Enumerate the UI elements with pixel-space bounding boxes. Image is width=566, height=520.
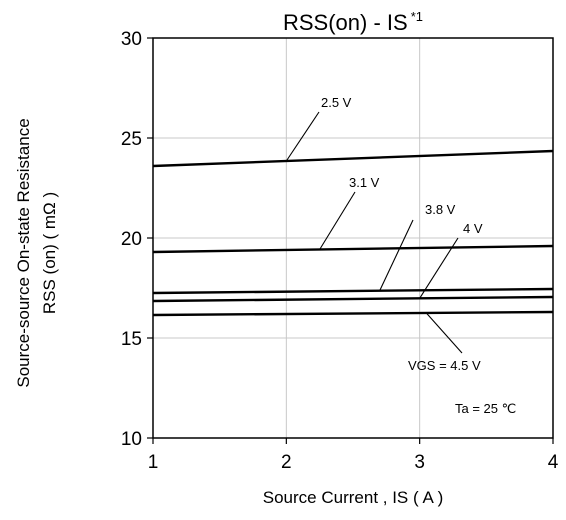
series-layer <box>152 149 554 317</box>
y-tick-label: 25 <box>121 129 142 150</box>
temperature-note: Ta = 25 ℃ <box>455 401 516 416</box>
y-tick-labels: 10 15 20 25 30 <box>121 29 153 450</box>
annotation-leader-1 <box>285 111 320 162</box>
series-label-3: 3.8 V <box>425 202 456 217</box>
x-tick-label: 1 <box>148 452 159 473</box>
x-tick-label: 2 <box>281 452 292 473</box>
series-line-5 <box>152 310 554 317</box>
chart-title-superscript: *1 <box>411 9 423 24</box>
annotation-leader-2 <box>319 191 356 250</box>
series-line-1 <box>152 149 554 168</box>
series-label-1: 2.5 V <box>321 95 352 110</box>
annotation-leader-3 <box>379 219 414 291</box>
series-line-3 <box>152 287 554 295</box>
grid-lines <box>153 38 553 438</box>
annotation-layer: 2.5 V 3.1 V 3.8 V 4 V VGS = 4.5 V <box>285 95 483 373</box>
chart-title: RSS(on) - IS *1 <box>283 9 423 35</box>
x-tick-labels: 1 2 3 4 <box>148 438 559 473</box>
series-line-2 <box>152 244 554 254</box>
series-label-2: 3.1 V <box>349 175 380 190</box>
y-tick-label: 15 <box>121 329 142 350</box>
x-axis-label: Source Current , IS ( A ) <box>263 488 443 507</box>
annotation-leader-5 <box>425 312 463 354</box>
annotation-leader-4 <box>419 237 459 299</box>
series-line-4 <box>152 295 554 303</box>
series-label-5: VGS = 4.5 V <box>408 358 481 373</box>
x-tick-label: 3 <box>414 452 425 473</box>
y-axis-label-line2: RSS (on) ( mΩ ) <box>40 192 59 314</box>
y-tick-label: 20 <box>121 229 142 250</box>
series-label-4: 4 V <box>463 221 483 236</box>
y-axis-label-line1: Source-source On-state Resistance <box>14 118 33 387</box>
x-tick-label: 4 <box>548 452 559 473</box>
y-tick-label: 30 <box>121 29 142 50</box>
y-tick-label: 10 <box>121 429 142 450</box>
